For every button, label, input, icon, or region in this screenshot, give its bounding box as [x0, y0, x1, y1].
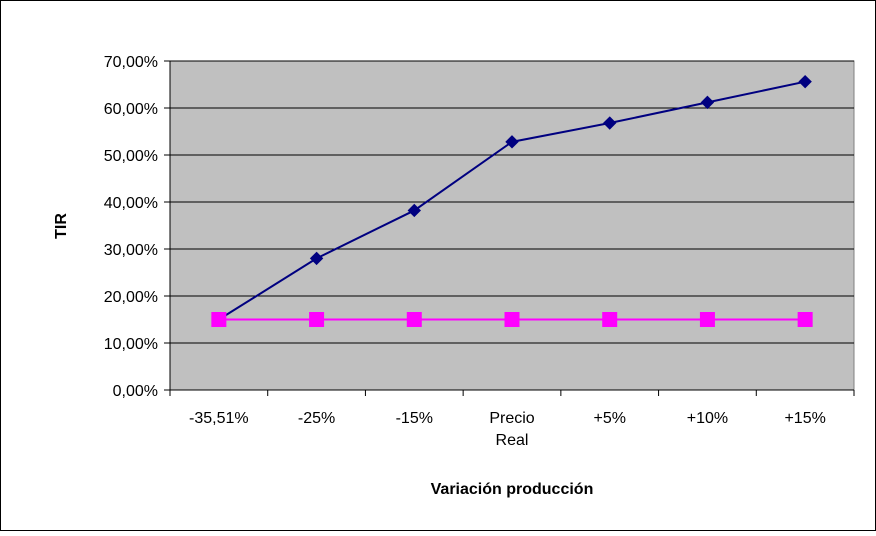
y-tick-label: 60,00% [104, 101, 158, 118]
y-tick-label: 30,00% [104, 242, 158, 259]
y-tick-label: 70,00% [104, 54, 158, 71]
axes [164, 60, 855, 396]
x-tick-label: Precio Real [489, 410, 534, 449]
series-2-point [602, 312, 618, 327]
x-tick-label: -25% [298, 410, 335, 427]
series-1-point [309, 251, 324, 266]
series-1-point [603, 116, 617, 130]
series-2-point [797, 312, 813, 327]
x-tick-label: -35,51% [189, 410, 249, 427]
x-tick-label: -15% [396, 410, 433, 427]
series-1-point [505, 135, 519, 149]
y-tick-label: 20,00% [104, 289, 158, 306]
x-tick-label: +15% [784, 410, 825, 427]
series-layer [211, 74, 813, 327]
series-2-point [699, 312, 715, 327]
x-tick-label: +10% [687, 410, 728, 427]
series-1-point [407, 203, 421, 218]
gridlines [170, 60, 854, 344]
y-tick-label: 10,00% [104, 336, 158, 353]
y-tick-labels: 0,00% 10,00% 20,00% 30,00% 40,00% 50,00% 60,00… [104, 54, 158, 400]
x-axis-title: Variación producción [431, 481, 594, 498]
x-tick-label: +5% [593, 410, 625, 427]
series-2-point [406, 312, 422, 327]
series-1-point [798, 74, 812, 89]
y-tick-label: 0,00% [113, 383, 158, 400]
y-axis-title: TIR [53, 213, 70, 239]
x-tick-labels: -35,51% -25% -15% Precio Real +5% +10% +15% [189, 410, 826, 449]
series-2-point [309, 312, 325, 327]
plot-area [169, 60, 855, 391]
series-1-point [700, 95, 715, 110]
series-2-point [504, 312, 520, 327]
y-tick-label: 50,00% [104, 148, 158, 165]
series-2-point [211, 312, 227, 327]
y-tick-label: 40,00% [104, 195, 158, 212]
